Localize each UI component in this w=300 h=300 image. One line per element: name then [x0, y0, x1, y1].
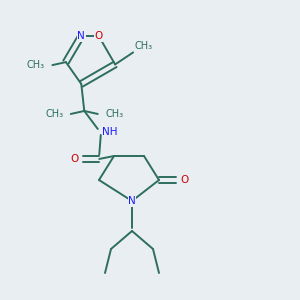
Text: NH: NH — [102, 127, 118, 137]
Text: O: O — [70, 154, 78, 164]
Text: CH₃: CH₃ — [135, 41, 153, 51]
Text: CH₃: CH₃ — [27, 60, 45, 70]
Text: O: O — [94, 31, 103, 41]
Text: N: N — [128, 196, 136, 206]
Text: CH₃: CH₃ — [105, 109, 123, 119]
Text: CH₃: CH₃ — [45, 109, 63, 119]
Text: N: N — [77, 31, 85, 41]
Text: O: O — [180, 175, 188, 185]
